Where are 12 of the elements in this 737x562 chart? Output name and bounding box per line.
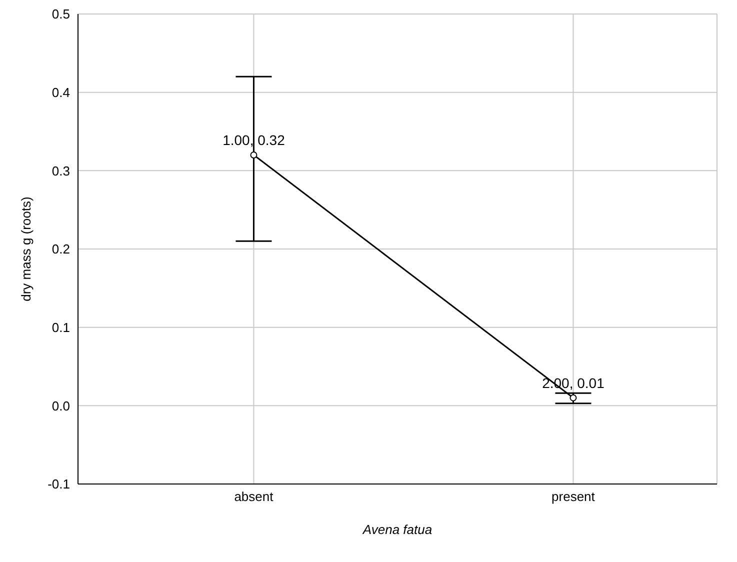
y-tick-label: 0.0 [52, 398, 70, 414]
data-label: 1.00, 0.32 [222, 132, 286, 148]
y-tick-label: 0.4 [52, 84, 70, 100]
y-tick-label: 0.3 [52, 163, 70, 178]
y-tick-label: -0.1 [48, 476, 70, 492]
x-tick-label: present [552, 489, 596, 504]
x-tick-label: absent [234, 489, 274, 504]
y-tick-label: 0.1 [52, 320, 70, 335]
y-tick-label: 0.5 [52, 6, 70, 22]
y-tick-label: 0.2 [52, 242, 70, 257]
y-axis-title: dry mass g (roots) [18, 196, 34, 302]
x-axis-title: Avena fatua [362, 522, 432, 537]
